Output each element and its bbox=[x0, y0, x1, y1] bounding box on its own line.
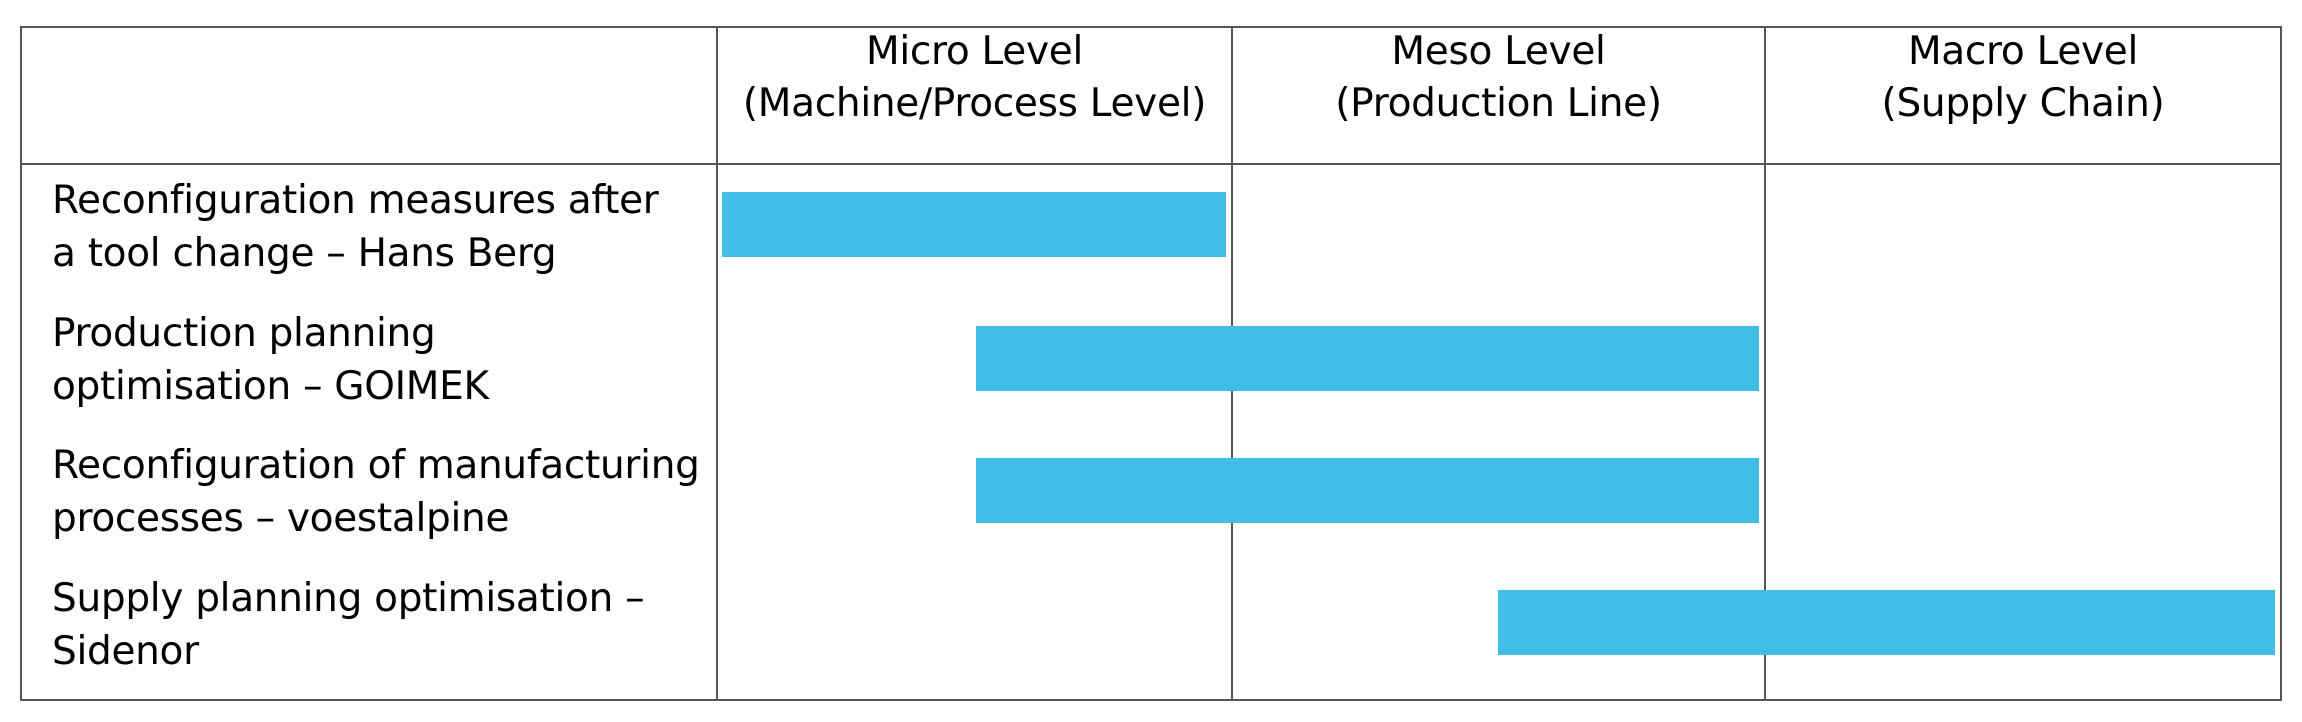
coverage-bar-goimek bbox=[975, 326, 1759, 391]
table-border-bottom bbox=[20, 699, 2282, 701]
row-label-line: Supply planning optimisation – bbox=[52, 576, 645, 621]
column-header-title: Meso Level bbox=[1391, 29, 1606, 74]
row-label-voestalpine: Reconfiguration of manufacturing process… bbox=[52, 439, 720, 545]
column-header-subtitle: (Machine/Process Level) bbox=[742, 81, 1207, 126]
row-label-line: a tool change – Hans Berg bbox=[52, 231, 557, 276]
row-label-goimek: Production planning optimisation – GOIME… bbox=[52, 307, 720, 413]
row-label-line: Production planning bbox=[52, 311, 436, 356]
row-label-hans-berg: Reconfiguration measures after a tool ch… bbox=[52, 174, 720, 280]
coverage-bar-voestalpine bbox=[975, 458, 1759, 523]
column-header-subtitle: (Supply Chain) bbox=[1881, 81, 2165, 126]
row-label-line: processes – voestalpine bbox=[52, 496, 510, 541]
row-label-line: Reconfiguration of manufacturing bbox=[52, 443, 700, 488]
row-label-line: optimisation – GOIMEK bbox=[52, 364, 489, 409]
column-divider-label bbox=[716, 26, 718, 701]
table-border-top bbox=[20, 26, 2282, 28]
column-header-title: Micro Level bbox=[865, 29, 1083, 74]
column-divider-meso-macro bbox=[1764, 26, 1766, 701]
column-header-title: Macro Level bbox=[1907, 29, 2139, 74]
coverage-bar-sidenor bbox=[1497, 590, 2275, 655]
table-border-left bbox=[20, 26, 22, 701]
row-label-line: Sidenor bbox=[52, 629, 199, 674]
column-header-micro: Micro Level (Machine/Process Level) bbox=[718, 26, 1231, 130]
column-header-meso: Meso Level (Production Line) bbox=[1233, 26, 1764, 130]
row-label-line: Reconfiguration measures after bbox=[52, 178, 659, 223]
column-header-macro: Macro Level (Supply Chain) bbox=[1766, 26, 2280, 130]
table-border-right bbox=[2280, 26, 2282, 701]
coverage-bar-hans-berg bbox=[722, 192, 1226, 257]
header-divider bbox=[20, 163, 2282, 165]
row-label-sidenor: Supply planning optimisation – Sidenor bbox=[52, 572, 720, 678]
column-header-subtitle: (Production Line) bbox=[1335, 81, 1662, 126]
